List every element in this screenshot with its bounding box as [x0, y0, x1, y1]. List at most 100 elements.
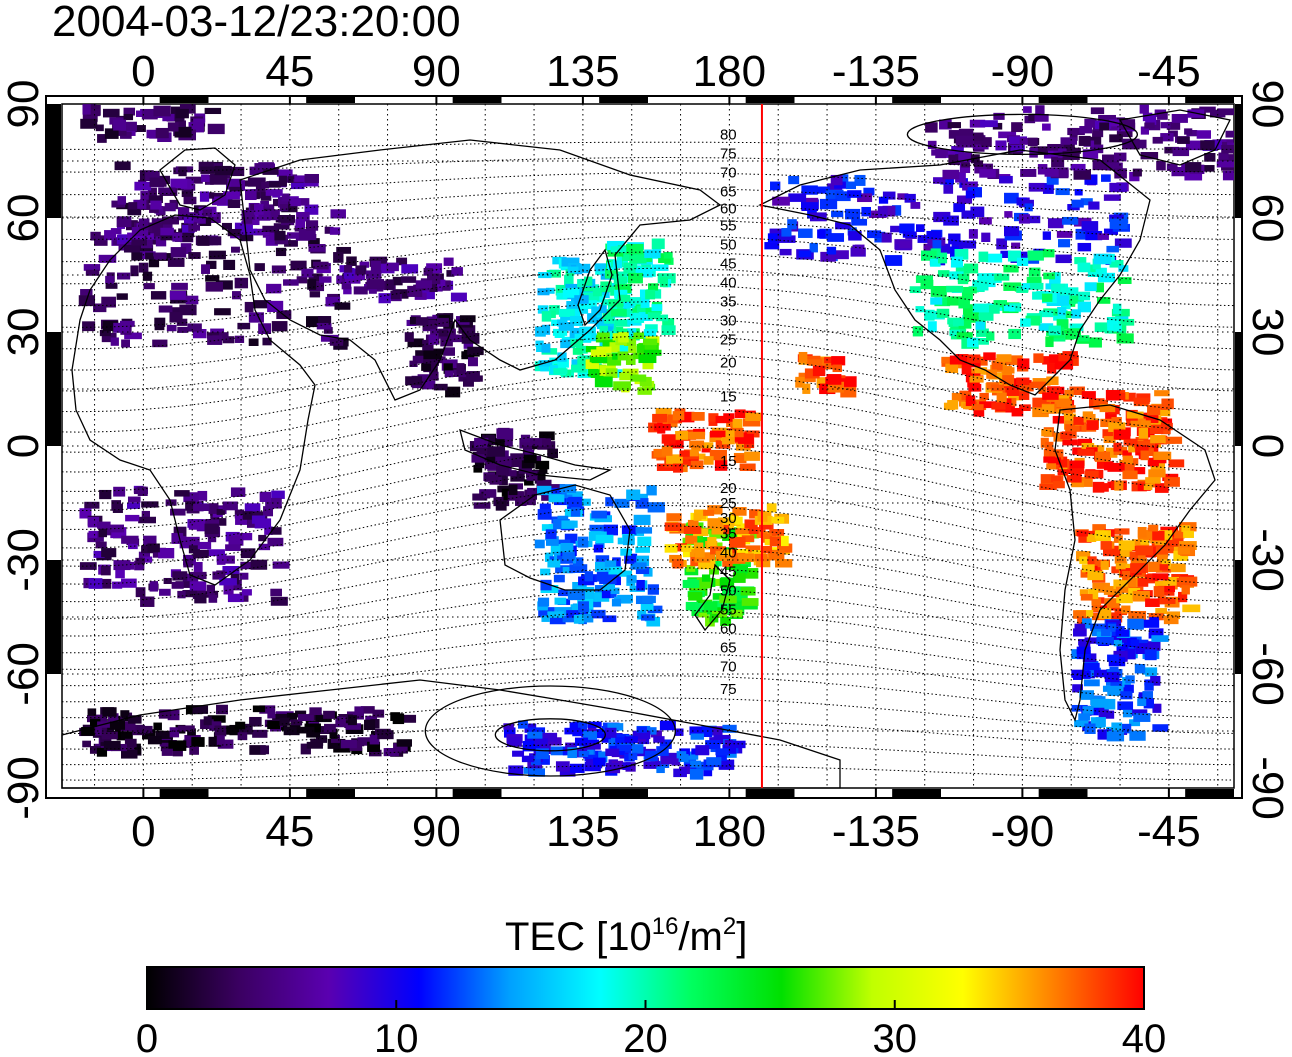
tec-cell — [90, 109, 100, 117]
tec-cell — [854, 174, 866, 186]
contour-label: 60 — [720, 620, 737, 637]
tec-cell — [951, 241, 964, 252]
tec-cell — [483, 489, 497, 498]
tec-cell — [1104, 598, 1120, 608]
tec-cell — [798, 228, 813, 238]
mag-contour — [61, 588, 1235, 654]
tec-cell — [276, 169, 293, 177]
tec-cell — [653, 448, 666, 458]
frame-tick — [142, 788, 145, 798]
tec-cell — [1145, 114, 1157, 125]
tec-cell — [1123, 438, 1138, 446]
tec-cell — [962, 181, 978, 191]
tec-cell — [1096, 636, 1114, 645]
tec-cell — [902, 231, 917, 238]
tec-cell — [569, 315, 583, 326]
tec-cell — [123, 244, 140, 253]
tec-cell — [324, 226, 334, 234]
tec-cell — [945, 363, 959, 374]
tec-cell — [101, 548, 117, 558]
tec-cell — [511, 460, 526, 468]
tec-cell — [333, 252, 344, 263]
tec-cell — [689, 726, 703, 736]
tec-cell — [615, 737, 628, 744]
tec-cell — [1158, 585, 1176, 593]
tec-cell — [183, 196, 197, 205]
tec-cell — [1152, 573, 1169, 581]
tec-cell — [1043, 456, 1056, 463]
tec-cell — [216, 508, 225, 515]
tec-cell — [695, 745, 710, 756]
tec-cell — [409, 360, 418, 367]
tec-cell — [817, 229, 826, 239]
tec-cell — [443, 257, 454, 266]
tec-cell — [840, 386, 857, 398]
tec-cell — [1063, 144, 1075, 154]
tec-cell — [1032, 407, 1049, 418]
tec-cell — [409, 317, 421, 325]
mag-contour — [61, 445, 1235, 530]
tec-cell — [1138, 427, 1149, 439]
tec-cell — [1018, 214, 1030, 224]
contour-label: 70 — [720, 164, 737, 181]
tec-cell — [625, 243, 644, 255]
tec-cell — [546, 269, 562, 278]
tec-cell — [1124, 643, 1142, 653]
tec-cell — [656, 766, 665, 774]
tec-cell — [177, 590, 186, 599]
tec-cell — [745, 545, 761, 554]
tec-cell — [436, 317, 449, 327]
tec-cell — [832, 364, 842, 373]
tec-cell — [653, 736, 665, 743]
tec-cell — [1144, 679, 1154, 686]
tec-cell — [979, 217, 992, 225]
tec-cell — [998, 131, 1017, 139]
tec-cell — [474, 437, 489, 448]
tec-cell — [188, 543, 200, 554]
tec-cell — [1026, 276, 1042, 288]
tec-cell — [613, 381, 631, 391]
tec-cell — [1153, 451, 1172, 460]
tec-cell — [570, 339, 584, 348]
tec-cell — [139, 245, 154, 254]
tec-cell — [965, 395, 976, 407]
tec-cell — [550, 544, 569, 555]
tec-cell — [959, 162, 971, 174]
tec-cell — [641, 614, 655, 621]
tec-cell — [1018, 389, 1030, 400]
tec-cell — [1114, 607, 1128, 616]
tec-cell — [623, 262, 638, 274]
tec-cell — [651, 264, 669, 271]
tec-cell — [1037, 164, 1048, 175]
tec-cell — [694, 553, 711, 563]
right-lat-tick-label: -30 — [1243, 528, 1292, 592]
tec-cell — [591, 306, 601, 316]
tec-cell — [627, 328, 637, 337]
tec-cell — [1021, 199, 1034, 207]
frame-tick — [1167, 96, 1170, 104]
tec-cell — [777, 543, 793, 553]
colorbar-tick-label: 10 — [374, 1017, 419, 1057]
frame-tick — [581, 96, 584, 104]
tec-cell — [334, 302, 351, 310]
tec-cell — [696, 577, 712, 589]
tec-cell — [254, 518, 272, 529]
tec-cell — [1162, 418, 1173, 427]
tec-cell — [1002, 367, 1015, 374]
right-lat-tick-label: -60 — [1243, 642, 1292, 706]
tec-cell — [1078, 135, 1091, 146]
tec-cell — [714, 459, 728, 471]
tec-cell — [1130, 418, 1146, 428]
tec-cell — [630, 374, 647, 382]
tec-cell — [446, 270, 455, 277]
tec-cell — [878, 196, 889, 204]
tec-cell — [590, 349, 607, 357]
tec-cell — [216, 570, 226, 577]
frame-bar — [452, 97, 502, 103]
tec-cell — [933, 211, 951, 223]
tec-cell — [330, 209, 346, 219]
mag-contour — [61, 426, 1235, 512]
tec-cell — [1143, 698, 1154, 709]
frame-bar — [745, 97, 795, 103]
